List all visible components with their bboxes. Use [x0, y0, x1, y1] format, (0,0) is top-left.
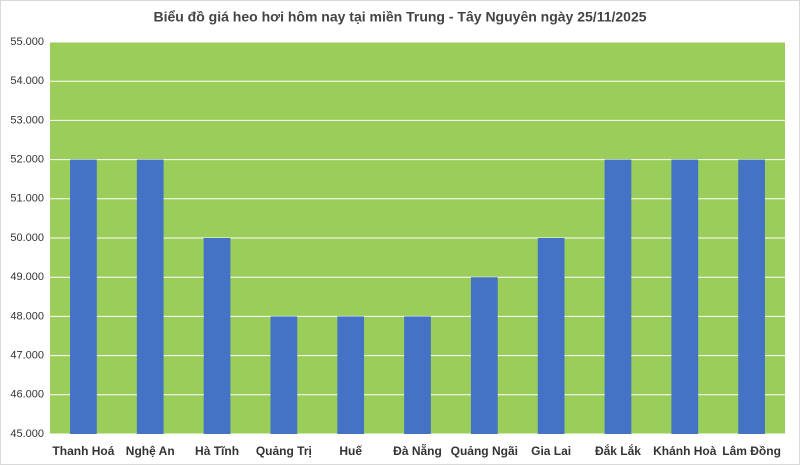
- x-tick-label: Huế: [339, 444, 362, 458]
- x-tick-label: Đắk Lắk: [595, 443, 641, 458]
- bar: [404, 316, 431, 434]
- x-tick-label: Nghệ An: [126, 444, 175, 458]
- x-tick-label: Lâm Đồng: [722, 444, 781, 458]
- y-tick-label: 45.000: [10, 428, 44, 440]
- y-tick-label: 53.000: [10, 114, 44, 126]
- x-tick-label: Đà Nẵng: [393, 443, 442, 458]
- chart-title: Biểu đồ giá heo hơi hôm nay tại miền Tru…: [153, 9, 646, 25]
- y-tick-label: 55.000: [10, 36, 44, 48]
- y-tick-label: 46.000: [10, 389, 44, 401]
- bar: [337, 316, 365, 434]
- bar: [136, 159, 164, 434]
- bar: [604, 159, 632, 434]
- x-tick-label: Quảng Trị: [256, 444, 312, 458]
- bar: [738, 159, 765, 434]
- x-tick-label: Thanh Hoá: [52, 444, 114, 458]
- y-tick-label: 52.000: [10, 154, 44, 166]
- x-tick-label: Hà Tĩnh: [195, 444, 239, 458]
- bar: [470, 277, 498, 434]
- y-tick-label: 47.000: [10, 350, 44, 362]
- y-tick-label: 48.000: [10, 310, 44, 322]
- bar: [203, 238, 231, 434]
- bar: [70, 159, 97, 434]
- x-tick-label: Quảng Ngãi: [451, 444, 518, 458]
- x-tick-label: Gia Lai: [531, 444, 571, 458]
- x-tick-label: Khánh Hoà: [653, 444, 717, 458]
- bar: [537, 238, 565, 434]
- y-tick-label: 51.000: [10, 193, 44, 205]
- y-tick-label: 50.000: [10, 232, 44, 244]
- y-tick-label: 49.000: [10, 271, 44, 283]
- bar: [671, 159, 699, 434]
- bar: [270, 316, 298, 434]
- y-tick-label: 54.000: [10, 75, 44, 87]
